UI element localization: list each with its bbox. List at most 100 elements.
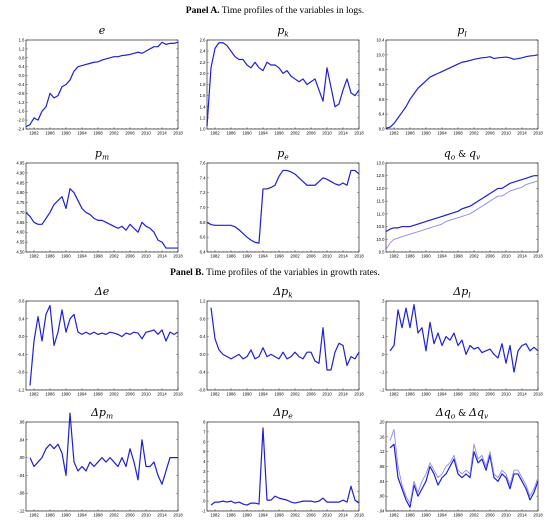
chart-title-sub2: v [484,412,489,421]
x-tick-label: 1998 [93,131,103,136]
y-tick-label: 8.4 [379,112,385,117]
y-tick-label: 3 [203,469,206,474]
chart-title-title: Δe [94,285,110,298]
y-tick-label: 2.2 [200,60,206,65]
x-tick-label: 2006 [485,513,495,518]
x-tick-label: 2014 [157,131,167,136]
x-tick-label: 1986 [226,131,236,136]
x-tick-label: 1998 [453,254,463,259]
x-tick-label: 2014 [517,392,527,397]
y-tick-label: 1.6 [19,38,25,43]
chart-title-title2: Δq [468,406,484,419]
y-tick-label: 8.0 [379,127,385,132]
y-tick-label: 4.50 [16,250,25,255]
y-tick-label: 1.0 [200,127,206,132]
x-tick-label: 2006 [306,513,316,518]
series-line-1 [385,54,539,129]
x-tick-label: 1998 [274,392,284,397]
x-tick-label: 1990 [242,131,252,136]
y-tick-label: .2 [381,316,385,321]
y-tick-label: 5 [203,449,206,454]
y-tick-label: 9.5 [379,250,385,255]
x-tick-label: 1986 [45,254,55,259]
x-tick-label: 2006 [125,392,135,397]
chart-title: Δe [94,285,110,298]
x-tick-label: 1986 [405,254,415,259]
x-tick-label: 2006 [306,131,316,136]
x-tick-label: 2018 [354,392,364,397]
series-line-2 [389,428,539,505]
chart-title: Δpe [272,406,293,421]
y-tick-label: 2.6 [200,38,206,43]
y-tick-label: 6.8 [200,220,206,225]
x-tick-label: 1986 [405,392,415,397]
chart-title-title: p [277,24,284,37]
y-tick-label: .20 [379,420,385,425]
plot-frame [25,300,179,391]
y-tick-label: 0.0 [19,73,25,78]
x-tick-label: 1986 [405,131,415,136]
x-tick-label: 2006 [306,392,316,397]
x-tick-label: 2002 [290,131,300,136]
x-tick-label: 2018 [533,513,543,518]
y-tick-label: 4.80 [16,190,25,195]
x-tick-label: 1994 [437,131,447,136]
chart-title-sub: l [468,291,471,300]
chart-title-title: p [457,24,464,37]
y-tick-label: 0.8 [19,299,25,304]
y-tick-label: 10.5 [376,224,385,229]
x-tick-label: 2010 [501,254,511,259]
y-tick-label: 9.6 [379,67,385,72]
series-line-1 [29,412,178,485]
x-tick-label: 1990 [242,392,252,397]
x-tick-label: 2018 [173,392,183,397]
x-tick-label: 2006 [485,131,495,136]
y-tick-label: 8.8 [379,97,385,102]
chart-title: Δpl [452,285,471,300]
plot-frame [385,39,539,130]
y-tick-label: 6.6 [200,235,206,240]
y-tick-label: -2.0 [17,118,25,123]
y-tick-label: -2.4 [17,127,25,132]
chart-title-sub: k [288,291,293,300]
y-tick-label: .04 [19,437,25,442]
x-tick-label: 2006 [125,131,135,136]
x-tick-label: 1990 [421,513,431,518]
x-tick-label: 1982 [29,131,39,136]
y-tick-label: 4.60 [16,230,25,235]
y-tick-label: 4.75 [16,200,25,205]
x-tick-label: 1994 [77,131,87,136]
chart-title-title: Δp [272,406,288,419]
x-tick-label: 1990 [242,513,252,518]
x-tick-label: 2006 [125,513,135,518]
x-tick-label: 1982 [389,254,399,259]
y-tick-label: 7.0 [200,205,206,210]
y-tick-label: -.04 [17,473,25,478]
y-tick-label: 1.2 [200,115,206,120]
plot-frame [385,421,539,512]
plot-frame [25,162,179,253]
chart-title-title: Δp [90,406,106,419]
chart-title: Δpm [90,406,113,421]
x-tick-label: 2014 [157,513,167,518]
chart-title: pm [95,147,109,162]
chart-delta-pe: Δpe 8 7 6 5 4 3 2 1 0 -1 1982 1986 1990 1994 1998 2002 20… [202,406,365,518]
chart-title: pk [277,24,289,39]
y-tick-label: 1 [203,489,206,494]
x-tick-label: 1994 [437,513,447,518]
x-tick-label: 2002 [109,254,119,259]
x-tick-label: 2018 [173,513,183,518]
x-tick-label: 1982 [389,513,399,518]
y-tick-label: 0.4 [19,316,25,321]
y-tick-label: 10.0 [376,52,385,57]
y-tick-label: 0.0 [19,334,25,339]
x-tick-label: 1990 [242,254,252,259]
series-line-1 [210,307,360,371]
y-tick-label: 0.4 [200,334,206,339]
x-tick-label: 1998 [274,254,284,259]
plot-frame [385,162,539,253]
chart-title: Δpk [272,285,293,300]
y-tick-label: -.2 [380,388,386,393]
y-tick-label: 8 [203,420,206,425]
x-tick-label: 1982 [210,513,220,518]
